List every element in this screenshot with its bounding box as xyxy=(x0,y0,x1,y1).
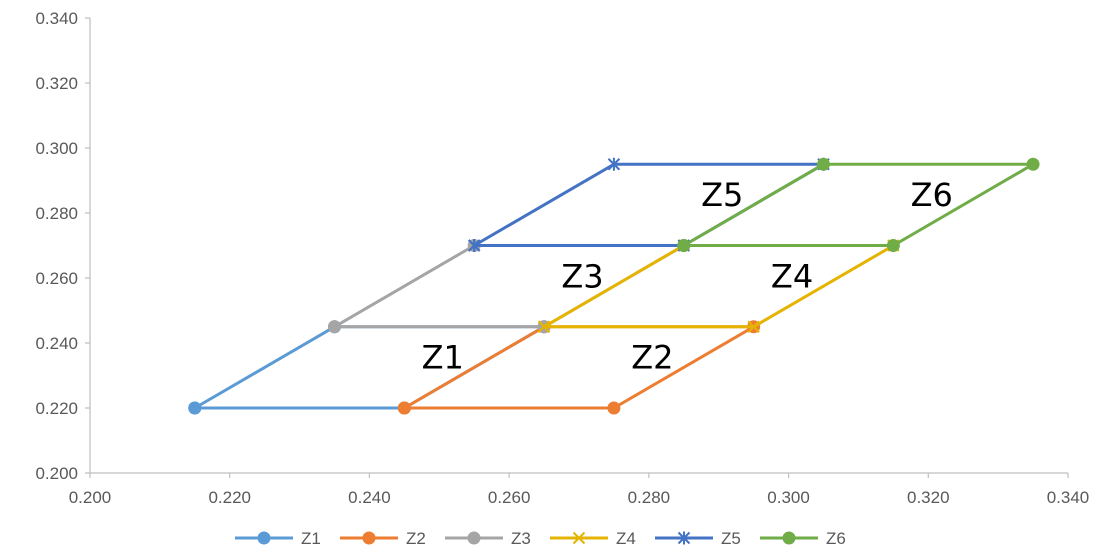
legend-marker-z5 xyxy=(677,531,691,545)
x-tick-label: 0.240 xyxy=(348,488,391,507)
data-point-z6 xyxy=(886,239,900,252)
series-z6 xyxy=(677,157,1040,252)
zone-label-z6: Z6 xyxy=(911,176,953,214)
zone-label-z1: Z1 xyxy=(422,339,464,377)
series-z5 xyxy=(468,157,830,252)
zone-label-z3: Z3 xyxy=(561,257,603,295)
legend-item-z3: Z3 xyxy=(445,529,531,548)
legend-marker-z6 xyxy=(782,531,796,545)
axes: 0.200 0.220 0.240 0.260 0.280 0.300 0.320 0.340… xyxy=(35,9,1089,507)
y-tick-label: 0.320 xyxy=(35,74,78,93)
legend-item-z1: Z1 xyxy=(235,529,321,548)
legend-label-z1: Z1 xyxy=(301,529,321,548)
legend-item-z4: Z4 xyxy=(550,529,636,548)
data-point-z3 xyxy=(328,320,341,334)
zone-labels: Z1 Z2 Z3 Z4 Z5 Z6 xyxy=(422,176,953,377)
data-point-z2 xyxy=(607,401,621,415)
data-point-z5 xyxy=(468,239,481,252)
legend-label-z2: Z2 xyxy=(406,529,426,548)
y-tick-label: 0.260 xyxy=(35,269,78,288)
x-tick-label: 0.200 xyxy=(69,488,112,507)
y-tick-label: 0.200 xyxy=(35,464,78,483)
y-tick-label: 0.240 xyxy=(35,334,78,353)
legend-label-z3: Z3 xyxy=(511,529,531,548)
data-point-z5 xyxy=(607,157,621,171)
legend-item-z6: Z6 xyxy=(760,529,846,548)
legend-label-z6: Z6 xyxy=(826,529,846,548)
x-tick-label: 0.300 xyxy=(767,488,810,507)
data-point-z4 xyxy=(537,320,551,333)
zone-label-z5: Z5 xyxy=(701,176,743,214)
x-tick-label: 0.340 xyxy=(1047,488,1090,507)
series-line-z5 xyxy=(473,162,825,247)
legend-marker-z1 xyxy=(257,531,271,545)
data-point-z1 xyxy=(188,401,202,415)
series-line-z3 xyxy=(333,244,686,329)
legend-label-z4: Z4 xyxy=(616,529,636,548)
data-point-z2 xyxy=(397,401,411,415)
x-tick-label: 0.280 xyxy=(628,488,671,507)
plot-area xyxy=(188,157,1040,415)
legend-marker-z2 xyxy=(362,531,376,545)
zone-label-z2: Z2 xyxy=(631,339,673,377)
legend-item-z2: Z2 xyxy=(340,529,426,548)
zone-label-z4: Z4 xyxy=(771,257,813,295)
series-z3 xyxy=(328,239,691,334)
legend-item-z5: Z5 xyxy=(655,529,741,548)
data-point-z6 xyxy=(817,157,830,171)
legend-marker-z4 xyxy=(572,531,586,545)
x-tick-label: 0.220 xyxy=(208,488,251,507)
x-tick-label: 0.260 xyxy=(488,488,531,507)
data-point-z4 xyxy=(747,320,760,333)
y-tick-label: 0.220 xyxy=(35,399,78,418)
y-tick-label: 0.280 xyxy=(35,204,78,223)
x-tick-label: 0.320 xyxy=(907,488,950,507)
data-point-z6 xyxy=(677,239,691,252)
data-point-z6 xyxy=(1026,157,1040,171)
y-tick-label: 0.300 xyxy=(35,139,78,158)
legend-marker-z3 xyxy=(467,531,481,545)
series-z1 xyxy=(188,320,551,415)
legend-label-z5: Z5 xyxy=(721,529,741,548)
legend: Z1 Z2 Z3 Z4 Z5 Z6 xyxy=(235,529,846,548)
series-line-z1 xyxy=(194,325,546,410)
y-tick-label: 0.340 xyxy=(35,9,78,28)
